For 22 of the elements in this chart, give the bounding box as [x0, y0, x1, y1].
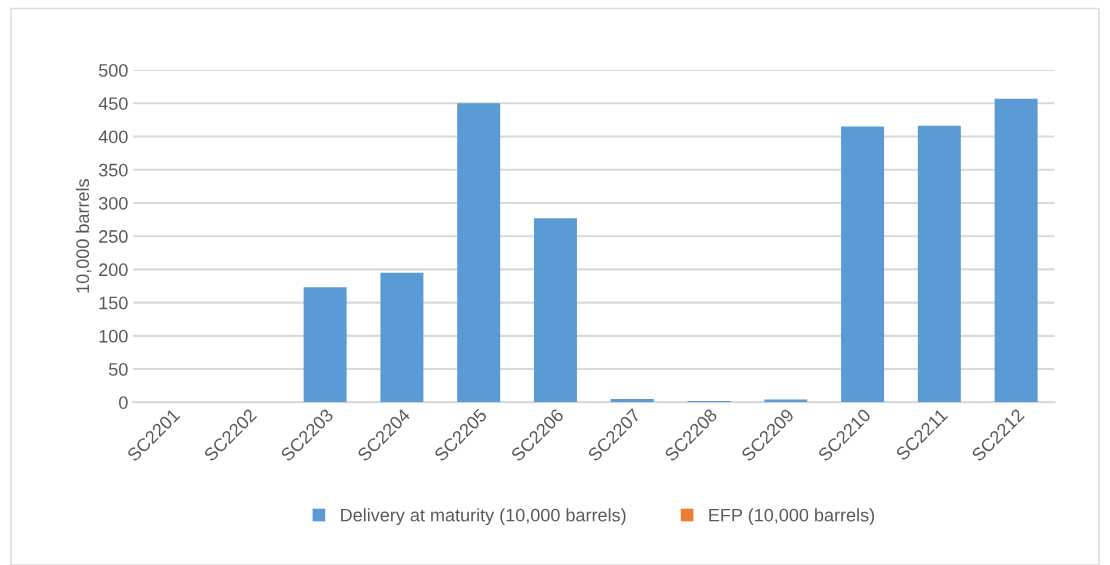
y-tick-label: 400 — [98, 130, 128, 144]
legend-label: Delivery at maturity (10,000 barrels) — [341, 508, 626, 526]
bar — [917, 125, 961, 403]
y-tick-label: 200 — [99, 263, 128, 277]
y-tick-label: 300 — [98, 196, 128, 210]
y-tick-label: 50 — [108, 362, 128, 376]
y-tick-label: 250 — [99, 230, 128, 243]
y-tick-label: 100 — [99, 329, 128, 343]
legend-label: EFP (10,000 barrels) — [709, 508, 875, 526]
bar — [610, 398, 654, 403]
bar — [303, 287, 347, 403]
bar — [841, 126, 885, 403]
y-tick-label: 450 — [98, 97, 128, 110]
y-tick-label: 500 — [98, 63, 128, 77]
y-tick-label: 350 — [98, 163, 128, 177]
bar — [457, 103, 501, 403]
y-tick-label: 0 — [119, 396, 128, 409]
y-axis-title: 10,000 barrels — [75, 179, 92, 293]
bar — [994, 98, 1038, 403]
bar — [533, 218, 577, 403]
bar — [380, 272, 424, 403]
y-tick-label: 150 — [99, 296, 128, 310]
